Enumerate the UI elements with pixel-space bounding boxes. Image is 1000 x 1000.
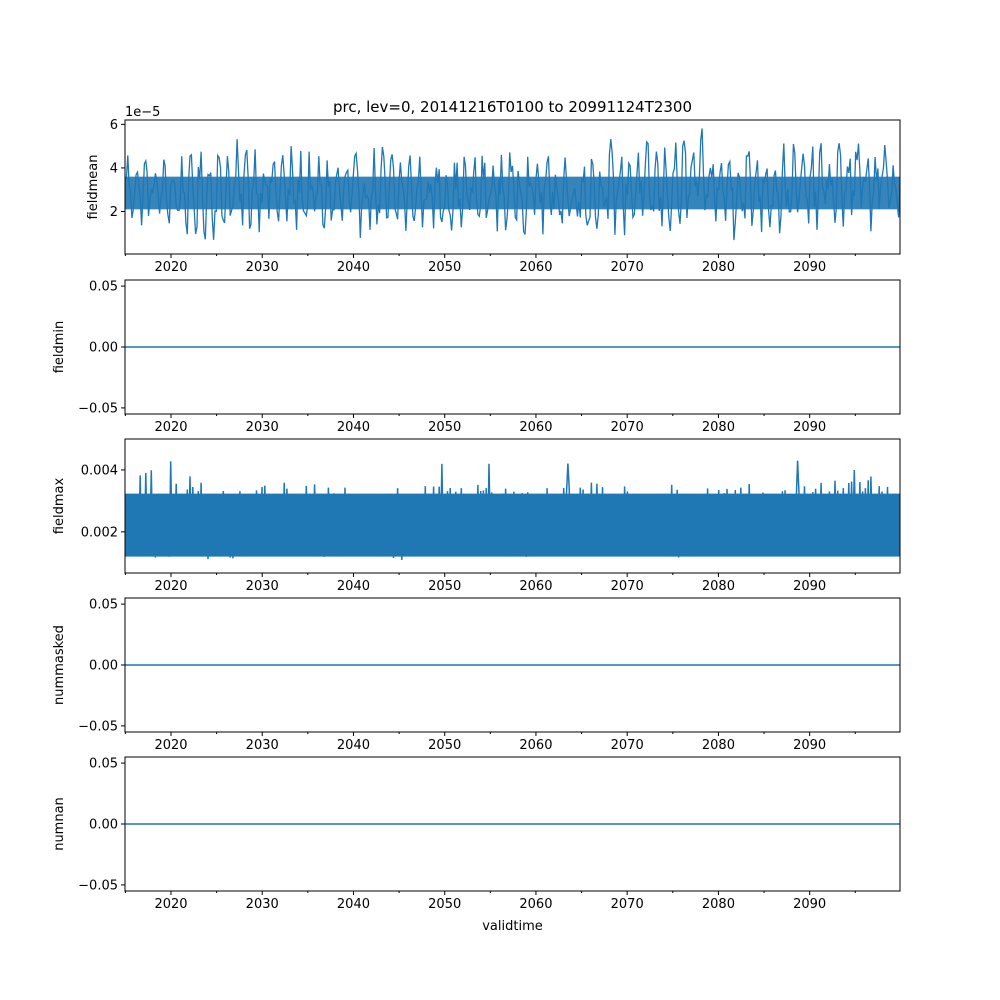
series-density-band (125, 176, 900, 210)
y-offset-text: 1e−5 (125, 105, 160, 120)
x-tick-label: 2070 (611, 579, 644, 594)
x-tick-label: 2090 (793, 420, 826, 435)
x-tick-label: 2080 (702, 420, 735, 435)
y-tick-label: −0.05 (78, 719, 118, 734)
x-tick-label: 2040 (337, 420, 370, 435)
y-tick-label: −0.05 (78, 878, 118, 893)
y-tick-label: 6 (110, 118, 118, 133)
y-tick-label: 0.00 (89, 659, 118, 674)
x-tick-label: 2050 (428, 579, 461, 594)
x-tick-label: 2080 (702, 897, 735, 912)
x-tick-label: 2030 (246, 260, 279, 275)
x-tick-label: 2070 (611, 260, 644, 275)
y-tick-label: 4 (110, 161, 118, 176)
x-tick-label: 2090 (793, 579, 826, 594)
y-axis-label: fieldmin (52, 321, 67, 374)
x-tick-label: 2070 (611, 897, 644, 912)
x-tick-label: 2090 (793, 738, 826, 753)
x-tick-label: 2040 (337, 897, 370, 912)
x-tick-label: 2080 (702, 738, 735, 753)
y-tick-label: 0.004 (81, 463, 118, 478)
x-tick-label: 2070 (611, 420, 644, 435)
x-tick-label: 2050 (428, 897, 461, 912)
x-tick-label: 2090 (793, 260, 826, 275)
x-tick-label: 2030 (246, 897, 279, 912)
subplot-fieldmean: 2020 2030 2040 2050 2060 2070 2080 2090 2 4 6 field… (86, 105, 901, 275)
y-tick-label: 0.05 (89, 280, 118, 295)
x-tick-label: 2060 (519, 738, 552, 753)
y-axis-label: fieldmax (52, 478, 67, 535)
y-tick-label: 2 (110, 205, 118, 220)
series-density-band (125, 493, 900, 557)
x-tick-label: 2060 (519, 897, 552, 912)
y-tick-label: −0.05 (78, 401, 118, 416)
x-tick-label: 2090 (793, 897, 826, 912)
x-tick-label: 2030 (246, 738, 279, 753)
y-tick-label: 0.00 (89, 341, 118, 356)
x-axis-label: validtime (482, 919, 543, 934)
x-tick-label: 2050 (428, 738, 461, 753)
x-tick-label: 2040 (337, 738, 370, 753)
x-tick-label: 2030 (246, 579, 279, 594)
x-tick-label: 2060 (519, 579, 552, 594)
subplot-numnan: 2020 2030 2040 2050 2060 2070 2080 2090 −0.05 0.0… (52, 756, 901, 912)
subplot-fieldmax: 2020 2030 2040 2050 2060 2070 2080 2090 0.002 0.0… (52, 438, 901, 594)
y-axis-label: nummasked (52, 625, 67, 705)
axes-frame (124, 438, 901, 574)
x-tick-label: 2060 (519, 420, 552, 435)
plot-area (125, 128, 900, 241)
plot-area (125, 460, 900, 561)
x-tick-label: 2040 (337, 579, 370, 594)
x-tick-label: 2060 (519, 260, 552, 275)
x-tick-label: 2020 (154, 738, 187, 753)
x-tick-label: 2050 (428, 260, 461, 275)
y-axis-label: numnan (52, 797, 67, 851)
x-tick-label: 2030 (246, 420, 279, 435)
x-tick-label: 2080 (702, 260, 735, 275)
x-tick-label: 2020 (154, 897, 187, 912)
figure-title: prc, lev=0, 20141216T0100 to 20991124T23… (333, 98, 692, 116)
axes-frame (124, 119, 901, 255)
subplot-fieldmin: 2020 2030 2040 2050 2060 2070 2080 2090 −0.05 0.0… (52, 279, 901, 435)
y-tick-label: 0.00 (89, 818, 118, 833)
y-tick-label: 0.05 (89, 598, 118, 613)
series-line-0 (125, 128, 900, 241)
y-tick-label: 0.002 (81, 525, 118, 540)
x-tick-label: 2020 (154, 420, 187, 435)
x-tick-label: 2050 (428, 420, 461, 435)
y-axis-label: fieldmean (86, 155, 101, 220)
x-tick-label: 2020 (154, 579, 187, 594)
x-tick-label: 2040 (337, 260, 370, 275)
y-tick-label: 0.05 (89, 757, 118, 772)
x-tick-label: 2020 (154, 260, 187, 275)
subplot-nummasked: 2020 2030 2040 2050 2060 2070 2080 2090 −0.05 0.0… (52, 597, 901, 753)
x-tick-label: 2080 (702, 579, 735, 594)
x-tick-label: 2070 (611, 738, 644, 753)
subplot-panels: 2020 2030 2040 2050 2060 2070 2080 2090 2 4 6 field… (52, 105, 901, 912)
